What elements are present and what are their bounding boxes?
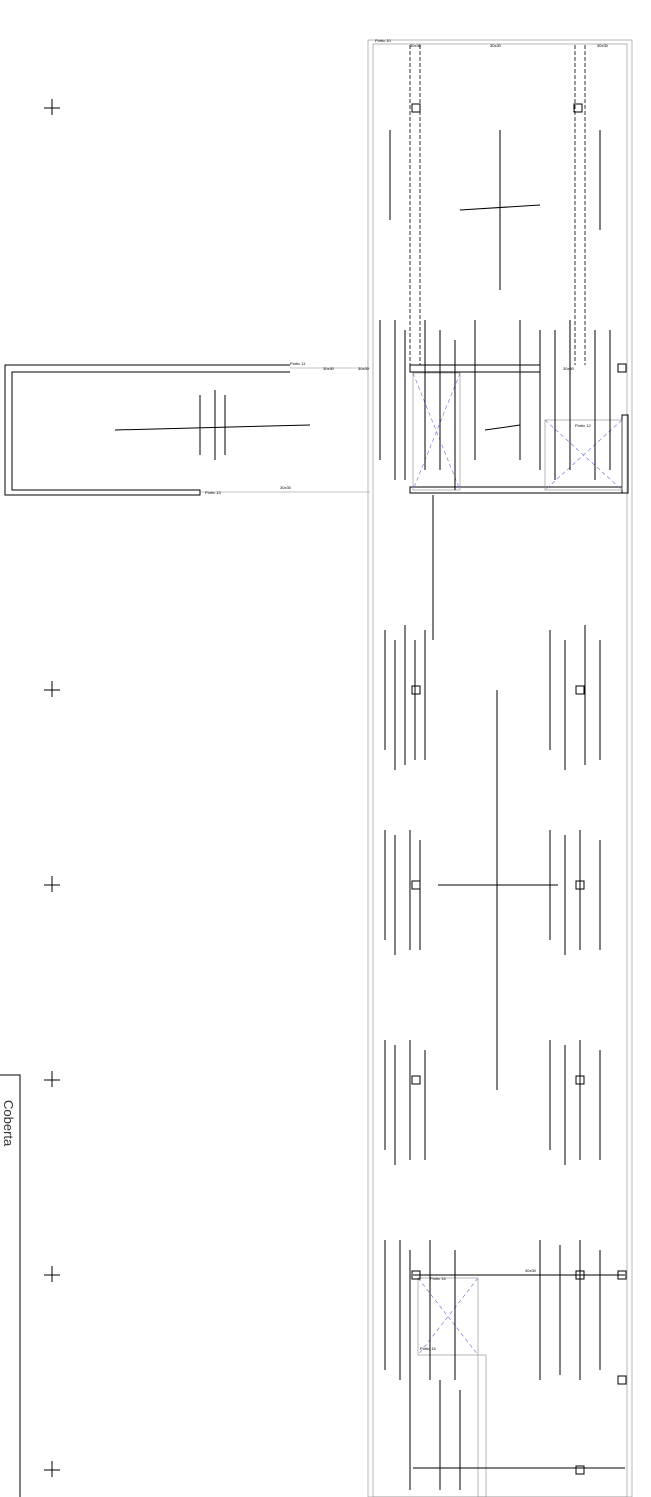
section-label: 30x30 [323, 366, 335, 371]
column [411, 880, 421, 890]
section-label: 30x30 [597, 43, 609, 48]
column [573, 103, 583, 113]
wall [477, 1354, 487, 1497]
column [575, 685, 585, 695]
column [411, 685, 421, 695]
frame-label: Pòrtic 10 [375, 38, 392, 43]
sheet-title: Coberta [1, 1100, 16, 1147]
frame-label: Pòrtic 11 [290, 361, 306, 366]
column [575, 880, 585, 890]
opening-cross [544, 419, 623, 491]
rebar [484, 424, 521, 431]
frame-label: Pòrtic 12 [575, 423, 592, 428]
section-label: 30x30 [525, 1268, 537, 1273]
column [411, 1270, 421, 1280]
section-label: 30x30 [358, 366, 370, 371]
main-outline [367, 39, 633, 1497]
column [575, 1075, 585, 1085]
frame-label: Pòrtic 15 [420, 1346, 437, 1351]
section-label: 30x30 [410, 43, 422, 48]
section-label: 30x30 [280, 485, 292, 490]
column [411, 103, 421, 113]
labels: Pòrtic 10 Pòrtic 11 Pòrtic 12 Pòrtic 13 Pòrt… [205, 38, 609, 1351]
rebar [459, 204, 541, 211]
section-label: 30x30 [563, 366, 575, 371]
opening [412, 372, 461, 491]
column [617, 1375, 627, 1385]
frame-label: Pòrtic 13 [205, 490, 222, 495]
column [411, 1075, 421, 1085]
wing-wall [4, 364, 290, 496]
opening [544, 419, 623, 491]
reinforcement [44, 99, 627, 1490]
frame-label: Pòrtic 14 [430, 1276, 447, 1281]
column [575, 1270, 585, 1280]
section-label: 30x30 [490, 43, 502, 48]
opening-cross [412, 372, 461, 491]
sheet-tab: Coberta [0, 1074, 21, 1497]
tab-frame [0, 1074, 21, 1497]
inner-outline [372, 43, 628, 1497]
column [617, 1270, 627, 1280]
column [575, 1465, 585, 1475]
column [617, 363, 627, 373]
opening-cross [417, 1277, 479, 1356]
rebar [114, 424, 311, 431]
building-outline [4, 39, 633, 1497]
opening [417, 1277, 479, 1356]
